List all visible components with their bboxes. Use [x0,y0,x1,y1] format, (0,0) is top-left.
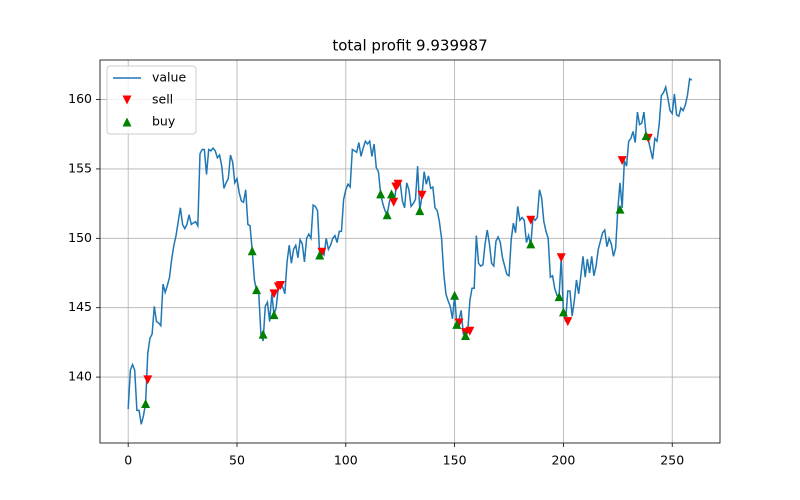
marker [641,131,651,141]
x-tick-label: 100 [334,453,358,468]
marker [393,179,403,189]
marker [376,189,386,199]
marker [617,156,627,166]
marker [450,290,460,300]
marker [389,197,399,207]
legend-marker [122,95,132,105]
marker [269,310,279,320]
marker [615,204,625,214]
x-tick-label: 50 [229,453,245,468]
legend-box [106,65,197,135]
marker [387,189,397,199]
line [127,77,693,425]
marker [554,292,564,302]
legend-label: buy [152,114,176,129]
legend-label: value [152,70,186,85]
marker [252,285,262,295]
x-tick-label: 150 [443,453,467,468]
y-tick-label: 145 [68,299,92,314]
marker [141,398,151,408]
marker [452,319,462,329]
marker [563,317,573,327]
marker [556,253,566,263]
plot-frame [99,59,721,444]
chart-title: total profit 9.939987 [332,37,487,55]
legend-label: sell [152,92,173,107]
y-tick-label: 140 [68,369,92,384]
marker [460,330,470,340]
y-tick-label: 160 [68,91,92,106]
y-tick-label: 155 [68,160,92,175]
y-tick-label: 150 [68,230,92,245]
legend-marker [122,117,132,127]
legend: value sell buy [106,65,197,135]
marker [465,326,475,336]
marker [382,210,392,220]
marker [317,247,327,257]
marker [143,375,153,385]
marker [526,239,536,249]
marker [315,250,325,260]
marker [526,215,536,225]
marker [417,190,427,200]
marker [415,206,425,216]
marker [276,280,286,290]
x-tick-label: 200 [551,453,575,468]
marker [247,246,257,256]
x-tick-label: 0 [124,453,132,468]
marker [558,307,568,317]
marker [258,329,268,339]
x-tick-label: 250 [660,453,684,468]
marker [269,289,279,299]
